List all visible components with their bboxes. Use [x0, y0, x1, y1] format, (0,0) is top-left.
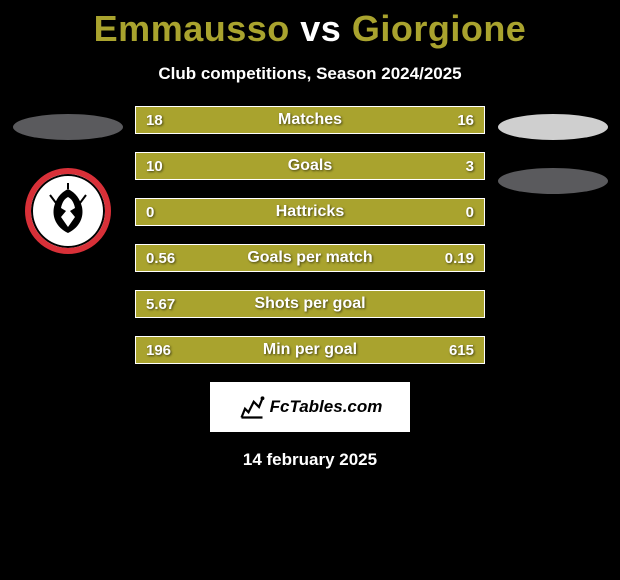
stat-value-right: 0 — [466, 204, 474, 221]
stat-bar: 0.56 Goals per match 0.19 — [135, 244, 485, 272]
stat-label: Matches — [278, 111, 342, 129]
stat-value-left: 0 — [146, 204, 154, 221]
date-text: 14 february 2025 — [0, 450, 620, 470]
title-vs: vs — [300, 8, 341, 49]
title-player-a: Emmausso — [94, 8, 290, 49]
stat-value-left: 5.67 — [146, 296, 175, 313]
stat-bars: 18 Matches 16 10 Goals 3 0 Hattricks 0 0.56 Goals … — [135, 106, 485, 364]
subtitle: Club competitions, Season 2024/2025 — [0, 64, 620, 84]
right-side — [485, 106, 620, 364]
stat-label: Goals per match — [247, 249, 372, 267]
stat-label: Min per goal — [263, 341, 357, 359]
stat-value-left: 18 — [146, 112, 163, 129]
stat-value-left: 10 — [146, 158, 163, 175]
stat-value-left: 196 — [146, 342, 171, 359]
comparison-layout: 18 Matches 16 10 Goals 3 0 Hattricks 0 0.56 Goals … — [0, 106, 620, 364]
title-player-b: Giorgione — [352, 8, 527, 49]
stat-value-right: 16 — [457, 112, 474, 129]
stat-bar: 5.67 Shots per goal — [135, 290, 485, 318]
stat-bar: 10 Goals 3 — [135, 152, 485, 180]
player-b-ellipse-2 — [498, 168, 608, 194]
fctables-text: FcTables.com — [270, 397, 383, 417]
stat-label: Hattricks — [276, 203, 344, 221]
club-crest — [25, 168, 111, 254]
player-a-ellipse — [13, 114, 123, 140]
fctables-icon — [238, 393, 266, 421]
stat-bar: 0 Hattricks 0 — [135, 198, 485, 226]
player-b-ellipse-1 — [498, 114, 608, 140]
stat-label: Goals — [288, 157, 332, 175]
fctables-logo: FcTables.com — [210, 382, 410, 432]
stat-value-left: 0.56 — [146, 250, 175, 267]
stat-value-right: 615 — [449, 342, 474, 359]
stat-bar: 18 Matches 16 — [135, 106, 485, 134]
stat-value-right: 0.19 — [445, 250, 474, 267]
stat-value-right: 3 — [466, 158, 474, 175]
left-side — [0, 106, 135, 364]
stat-bar: 196 Min per goal 615 — [135, 336, 485, 364]
page-title: Emmausso vs Giorgione — [0, 0, 620, 50]
crest-icon — [40, 183, 96, 239]
stat-label: Shots per goal — [254, 295, 365, 313]
